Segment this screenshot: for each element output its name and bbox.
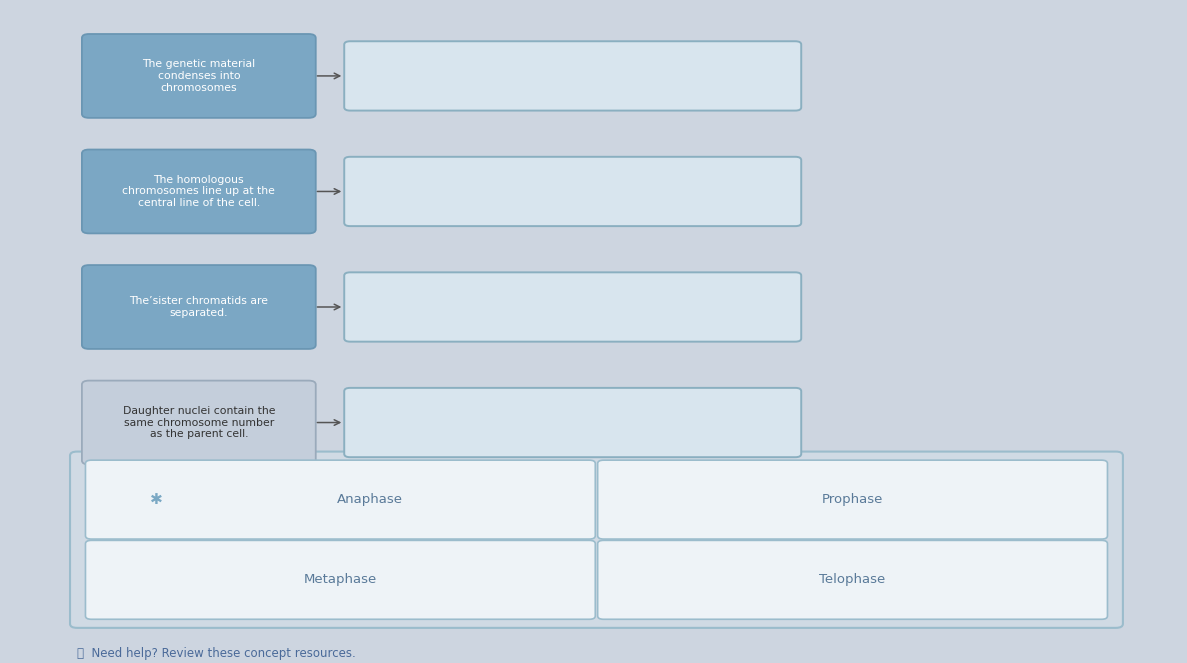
Text: Metaphase: Metaphase <box>304 573 377 586</box>
FancyBboxPatch shape <box>344 41 801 111</box>
FancyBboxPatch shape <box>82 34 316 118</box>
FancyBboxPatch shape <box>344 157 801 226</box>
Text: Daughter nuclei contain the
same chromosome number
as the parent cell.: Daughter nuclei contain the same chromos… <box>122 406 275 439</box>
FancyBboxPatch shape <box>82 265 316 349</box>
Text: Anaphase: Anaphase <box>337 493 404 506</box>
Text: ⓘ  Need help? Review these concept resources.: ⓘ Need help? Review these concept resour… <box>77 647 356 660</box>
FancyBboxPatch shape <box>344 272 801 341</box>
Text: The’sister chromatids are
separated.: The’sister chromatids are separated. <box>129 296 268 318</box>
Text: The genetic material
condenses into
chromosomes: The genetic material condenses into chro… <box>142 59 255 93</box>
FancyBboxPatch shape <box>344 388 801 457</box>
FancyBboxPatch shape <box>597 540 1107 619</box>
FancyBboxPatch shape <box>597 460 1107 539</box>
Text: Prophase: Prophase <box>821 493 883 506</box>
FancyBboxPatch shape <box>70 452 1123 628</box>
FancyBboxPatch shape <box>82 381 316 465</box>
Text: The homologous
chromosomes line up at the
central line of the cell.: The homologous chromosomes line up at th… <box>122 175 275 208</box>
Text: Telophase: Telophase <box>819 573 886 586</box>
FancyBboxPatch shape <box>85 460 595 539</box>
Text: ✱: ✱ <box>151 492 163 507</box>
FancyBboxPatch shape <box>85 540 595 619</box>
FancyBboxPatch shape <box>82 150 316 233</box>
